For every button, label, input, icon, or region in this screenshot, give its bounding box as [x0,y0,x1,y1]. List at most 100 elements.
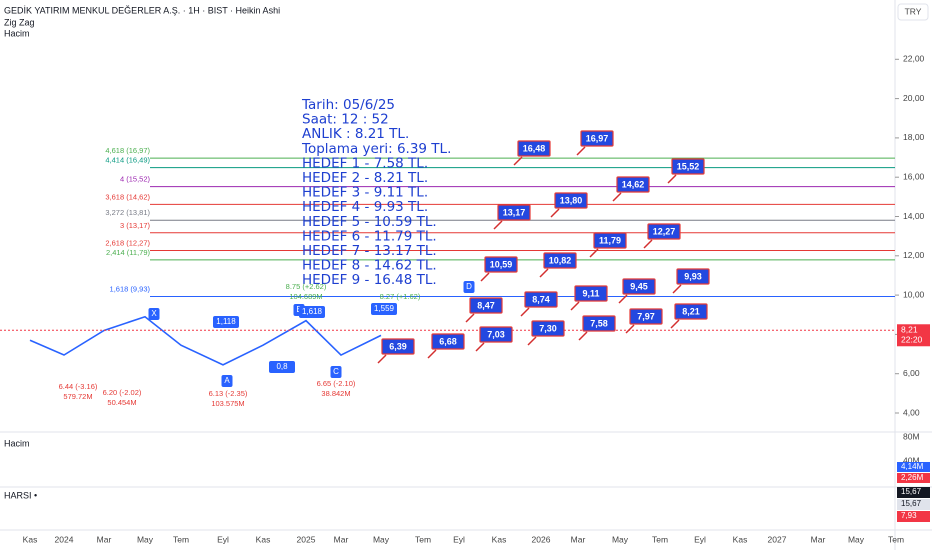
target-pointer [475,342,485,352]
x-tick-label: May [373,534,390,544]
target-label: 6,39 [389,341,407,351]
target-pointer [377,354,387,364]
target-pointer [589,248,599,258]
target-label: 8,47 [477,300,495,310]
target-label: 12,27 [653,226,676,236]
volume-tag-bg [897,462,930,472]
target-label: 7,03 [487,329,505,339]
target-pointer [612,192,622,202]
harsi-tag: 15,67 [901,487,922,496]
y-tick-label: 6,00 [903,368,920,378]
target-box [524,291,558,308]
pattern-label: 1,618 [302,307,323,316]
target-label: 10,82 [549,255,572,265]
currency-btn[interactable] [897,3,929,21]
target-box [647,223,681,240]
target-label: 9,93 [684,271,702,281]
volume-tag-bg [897,473,930,483]
pivot-label: 8.75 (+2.62) [286,282,327,291]
pivot-label: 38.842M [321,389,350,398]
note-line: HEDEF 1 - 7.58 TL. [302,155,428,171]
pattern-box [269,361,295,373]
x-tick-label: 2025 [297,534,316,544]
currency[interactable]: TRY [905,6,922,16]
pattern-box [330,366,342,378]
target-pointer [576,146,586,156]
pattern-box [463,281,475,293]
target-pointer [427,349,437,359]
harsi-tag: 7,93 [901,511,917,520]
target-label: 9,45 [630,281,648,291]
pivot-label: 579.72M [63,392,92,401]
pivot-label: 8.27 (+1.62) [380,292,421,301]
x-tick-label: 2027 [768,534,787,544]
note-line: Toplama yeri: 6.39 TL. [301,141,451,157]
target-box [671,158,705,175]
target-box [622,278,656,295]
harsi-tag: 15,67 [901,499,922,508]
target-label: 13,17 [503,207,526,217]
y-tick-label: 4,00 [903,407,920,417]
pattern-label: C [333,367,339,376]
x-tick-label: Eyl [217,534,229,544]
target-pointer [480,272,490,282]
target-box [497,204,531,221]
note-line: HEDEF 5 - 10.59 TL. [302,214,437,230]
pivot-label: 6.65 (-2.10) [317,379,356,388]
target-label: 7,30 [539,323,557,333]
fib-label: 4,414 (16,49) [105,156,150,165]
target-label: 14,62 [622,179,645,189]
volume-tag: 4,14M [901,462,924,471]
fib-label: 4 (15,52) [120,175,151,184]
target-box [593,232,627,249]
target-pointer [527,336,537,346]
target-pointer [539,268,549,278]
target-box [431,333,465,350]
volume-tag: 2,26M [901,473,924,482]
pattern-label: 1,118 [216,317,236,326]
target-pointer [520,307,530,317]
price-tag-time: 22:20 [901,335,923,345]
pivot-label: 6.20 (-2.02) [103,388,142,397]
target-pointer [672,284,682,294]
x-tick-label: May [137,534,154,544]
pattern-box [213,316,239,328]
volume-title: Hacim [4,438,30,448]
pattern-label: X [151,309,157,318]
target-label: 13,80 [560,195,583,205]
target-box [616,176,650,193]
volume-tick: 40M [903,455,920,465]
pivot-label: 104.689M [289,292,322,301]
x-tick-label: Tem [888,534,904,544]
x-tick-label: May [612,534,629,544]
pivot-label: 6.44 (-3.16) [59,382,98,391]
fib-label: 2,618 (12,27) [105,238,150,247]
fib-label: 3 (13,17) [120,221,151,230]
y-tick-label: 12,00 [903,250,925,260]
fib-label: 3,618 (14,62) [105,192,150,201]
target-pointer [667,174,677,184]
y-tick-label: 10,00 [903,289,925,299]
fib-label: 1,618 (9,93) [110,284,151,293]
symbol-title: GEDİK YATIRIM MENKUL DEĞERLER A.Ş. · 1H … [4,5,280,15]
target-label: 16,97 [586,133,609,143]
target-pointer [643,239,653,249]
y-tick-label: 14,00 [903,211,925,221]
target-pointer [625,324,635,334]
target-box [629,308,663,325]
fib-label: 3,272 (13,81) [105,208,150,217]
target-box [484,256,518,273]
x-tick-label: Kas [23,534,38,544]
x-tick-label: Mar [97,534,112,544]
target-label: 11,79 [599,235,621,245]
x-tick-label: Kas [733,534,748,544]
y-tick-label: 16,00 [903,171,925,181]
note-line: HEDEF 7 - 13.17 TL. [302,243,437,259]
pattern-box [221,375,233,387]
target-box [676,268,710,285]
target-box [381,338,415,355]
target-label: 7,97 [637,311,655,321]
x-tick-label: Eyl [694,534,706,544]
target-pointer [578,331,588,341]
